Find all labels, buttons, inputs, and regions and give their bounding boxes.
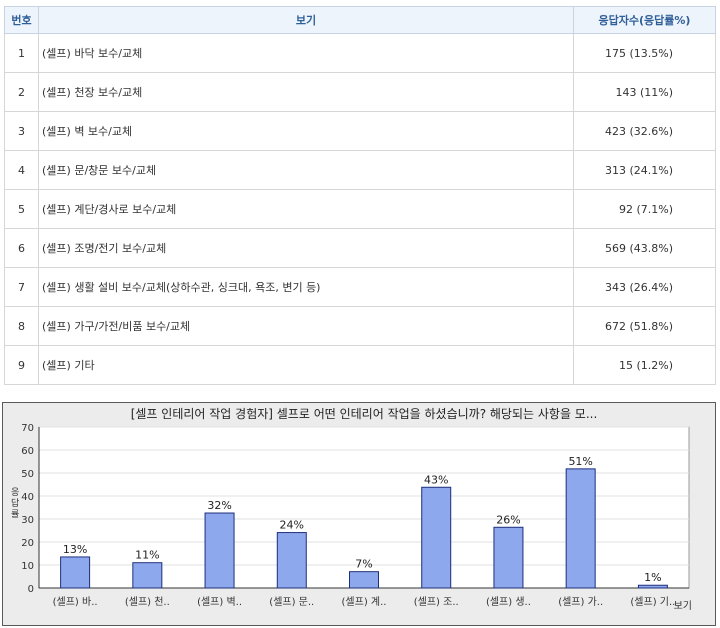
row-option: (셀프) 기타 xyxy=(38,345,574,385)
row-number: 2 xyxy=(4,72,39,112)
table-row: 3 (셀프) 벽 보수/교체 423 (32.6%) xyxy=(4,111,716,151)
bar xyxy=(493,526,524,589)
header-number: 번호 xyxy=(4,6,39,34)
bar-chart: [셀프 인테리어 작업 경험자] 셀프로 어떤 인테리어 작업을 하셨습니까? … xyxy=(11,407,692,612)
table-row: 2 (셀프) 천장 보수/교체 143 (11%) xyxy=(4,72,716,112)
table-row: 7 (셀프) 생활 설비 보수/교체(상하수관, 싱크대, 욕조, 변기 등) … xyxy=(4,267,716,307)
x-tick-label: (셀프) 가.. xyxy=(558,596,603,608)
bar xyxy=(276,532,307,589)
table-row: 1 (셀프) 바닥 보수/교체 175 (13.5%) xyxy=(4,33,716,73)
bar xyxy=(421,486,452,589)
y-tick-label: 20 xyxy=(21,538,34,549)
x-tick-label: (셀프) 계.. xyxy=(342,596,387,608)
data-label: 13% xyxy=(63,543,87,556)
table-row: 4 (셀프) 문/창문 보수/교체 313 (24.1%) xyxy=(4,150,716,190)
y-tick-label: 40 xyxy=(21,492,34,503)
row-count: 15 (1.2%) xyxy=(573,345,716,385)
x-tick-label: (셀프) 조.. xyxy=(414,596,459,608)
row-number: 5 xyxy=(4,189,39,229)
row-number: 4 xyxy=(4,150,39,190)
data-label: 51% xyxy=(568,455,592,468)
row-number: 1 xyxy=(4,33,39,73)
bar xyxy=(349,571,379,589)
bar xyxy=(60,556,91,589)
y-tick-label: 30 xyxy=(21,515,34,526)
y-tick-label: 0 xyxy=(28,584,34,595)
row-option: (셀프) 계단/경사로 보수/교체 xyxy=(38,189,574,229)
row-option: (셀프) 가구/가전/비품 보수/교체 xyxy=(38,306,574,346)
row-number: 9 xyxy=(4,345,39,385)
x-tick-label: (셀프) 문.. xyxy=(269,596,314,608)
row-count: 143 (11%) xyxy=(573,72,716,112)
row-option: (셀프) 조명/전기 보수/교체 xyxy=(38,228,574,268)
y-tick-label: 10 xyxy=(21,561,34,572)
y-tick-label: 70 xyxy=(21,423,34,434)
table-row: 5 (셀프) 계단/경사로 보수/교체 92 (7.1%) xyxy=(4,189,716,229)
bar xyxy=(204,512,235,589)
data-label: 11% xyxy=(135,549,159,562)
data-label: 32% xyxy=(207,499,231,512)
row-count: 423 (32.6%) xyxy=(573,111,716,151)
x-tick-label: (셀프) 생.. xyxy=(486,596,531,608)
row-number: 3 xyxy=(4,111,39,151)
table-row: 6 (셀프) 조명/전기 보수/교체 569 (43.8%) xyxy=(4,228,716,268)
table-row: 9 (셀프) 기타 15 (1.2%) xyxy=(4,345,716,385)
bar xyxy=(132,562,163,589)
chart-frame: [셀프 인테리어 작업 경험자] 셀프로 어떤 인테리어 작업을 하셨습니까? … xyxy=(2,402,716,626)
y-tick-label: 50 xyxy=(21,469,34,480)
bar xyxy=(565,468,596,589)
row-count: 313 (24.1%) xyxy=(573,150,716,190)
row-option: (셀프) 벽 보수/교체 xyxy=(38,111,574,151)
response-table: 번호 보기 응답자수(응답률%) 1 (셀프) 바닥 보수/교체 175 (13… xyxy=(4,6,716,385)
table-header-row: 번호 보기 응답자수(응답률%) xyxy=(4,6,716,34)
x-tick-label: (셀프) 기.. xyxy=(630,596,675,608)
header-count: 응답자수(응답률%) xyxy=(573,6,716,34)
x-axis-label: 보기 xyxy=(674,600,692,612)
row-count: 175 (13.5%) xyxy=(573,33,716,73)
row-count: 672 (51.8%) xyxy=(573,306,716,346)
y-tick-label: 60 xyxy=(21,446,34,457)
bar xyxy=(637,584,668,589)
table-row: 8 (셀프) 가구/가전/비품 보수/교체 672 (51.8%) xyxy=(4,306,716,346)
row-option: (셀프) 바닥 보수/교체 xyxy=(38,33,574,73)
data-label: 43% xyxy=(424,473,448,486)
row-count: 92 (7.1%) xyxy=(573,189,716,229)
data-label: 26% xyxy=(496,513,520,526)
row-number: 7 xyxy=(4,267,39,307)
x-tick-label: (셀프) 벽.. xyxy=(197,596,242,608)
data-label: 7% xyxy=(355,558,372,571)
header-option: 보기 xyxy=(38,6,574,34)
row-number: 8 xyxy=(4,306,39,346)
row-count: 343 (26.4%) xyxy=(573,267,716,307)
row-count: 569 (43.8%) xyxy=(573,228,716,268)
x-tick-label: (셀프) 바.. xyxy=(53,596,98,608)
row-option: (셀프) 천장 보수/교체 xyxy=(38,72,574,112)
row-number: 6 xyxy=(4,228,39,268)
chart-title: [셀프 인테리어 작업 경험자] 셀프로 어떤 인테리어 작업을 하셨습니까? … xyxy=(131,407,598,421)
x-tick-label: (셀프) 천.. xyxy=(125,596,170,608)
row-option: (셀프) 생활 설비 보수/교체(상하수관, 싱크대, 욕조, 변기 등) xyxy=(38,267,574,307)
data-label: 1% xyxy=(644,571,661,584)
row-option: (셀프) 문/창문 보수/교체 xyxy=(38,150,574,190)
data-label: 24% xyxy=(280,519,304,532)
